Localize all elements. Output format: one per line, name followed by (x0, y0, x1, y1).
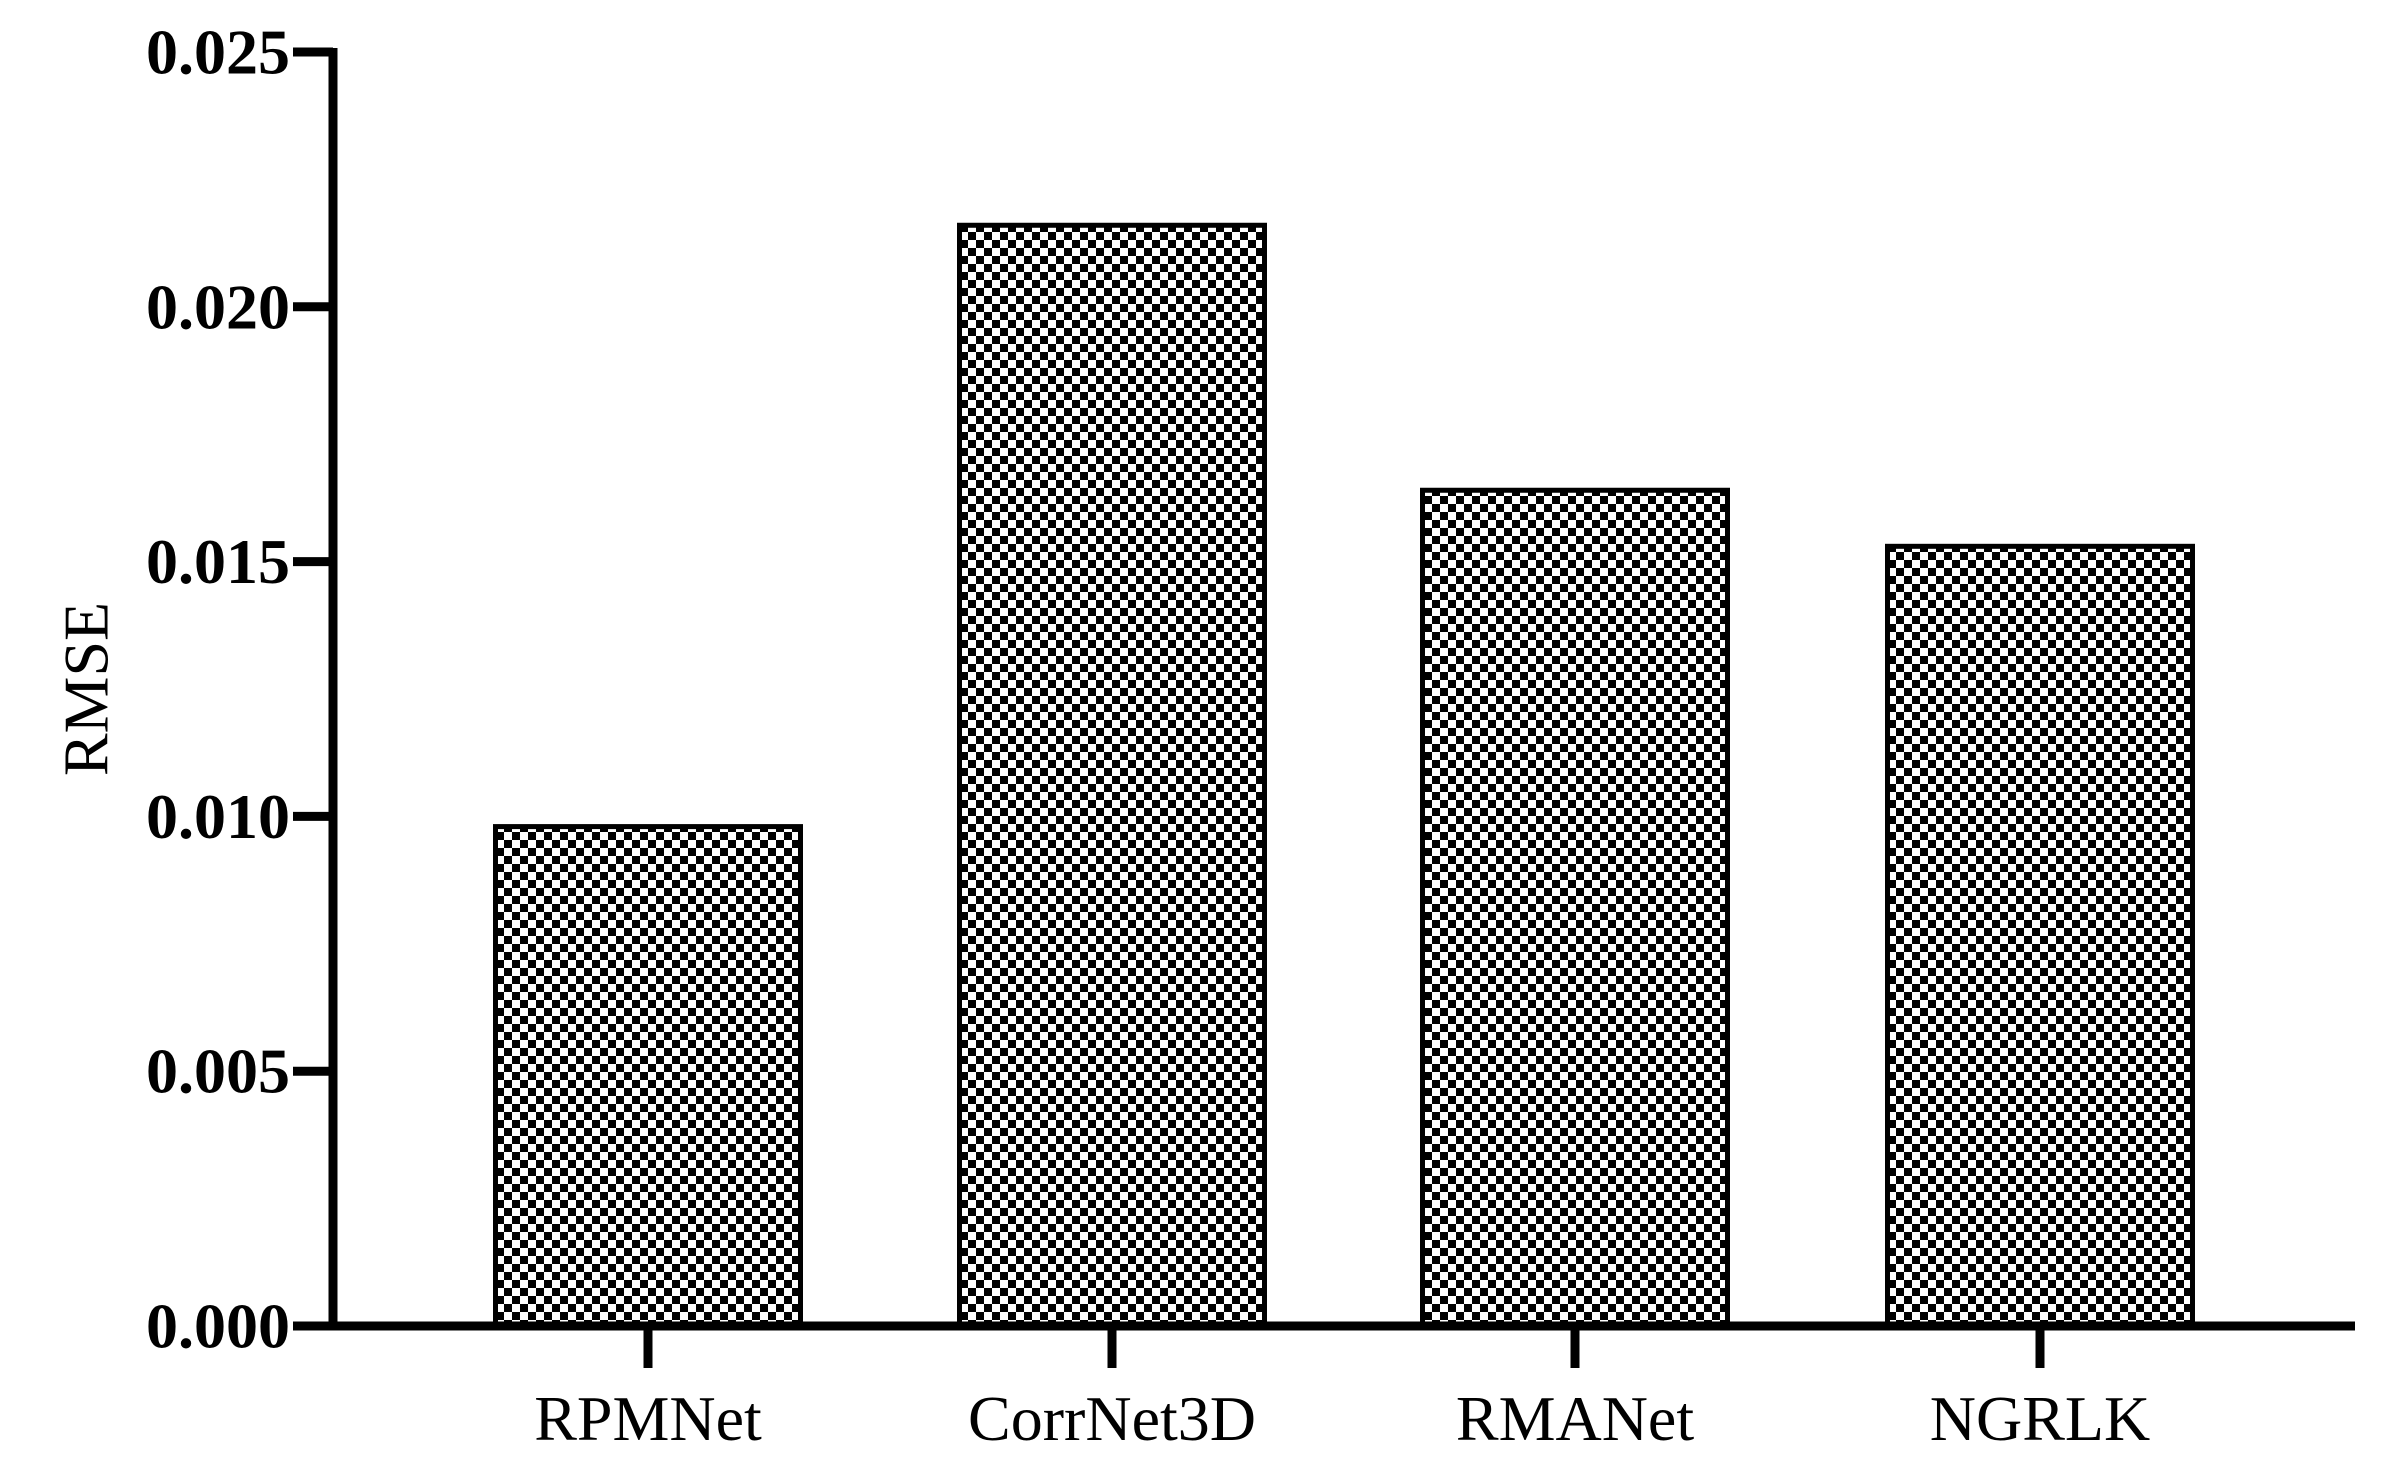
y-tick-label-0.000: 0.000 (146, 1291, 290, 1362)
y-axis: 0.000 0.005 0.010 0.015 0.020 0.025 (146, 17, 338, 1362)
bar-corrnet3d (957, 222, 1267, 1329)
x-tick-label-ngrlk: NGRLK (1930, 1383, 2150, 1454)
y-tick-label-0.010: 0.010 (146, 781, 290, 852)
y-tick-label-0.005: 0.005 (146, 1036, 290, 1107)
bar-ngrlk (1885, 543, 2195, 1329)
bar-rpmnet (493, 824, 803, 1329)
y-tick-label-0.015: 0.015 (146, 526, 290, 597)
x-tick-label-rmanet: RMANet (1456, 1383, 1694, 1454)
x-axis: RPMNet CorrNet3D RMANet NGRLK (333, 1321, 2355, 1454)
bars-group (493, 222, 2195, 1329)
y-tick-label-0.025: 0.025 (146, 17, 290, 88)
y-axis-title: RMSE (51, 602, 122, 776)
y-tick-label-0.020: 0.020 (146, 271, 290, 342)
x-tick-label-rpmnet: RPMNet (534, 1383, 762, 1454)
x-tick-label-corrnet3d: CorrNet3D (968, 1383, 1256, 1454)
bar-rmanet (1420, 487, 1730, 1329)
